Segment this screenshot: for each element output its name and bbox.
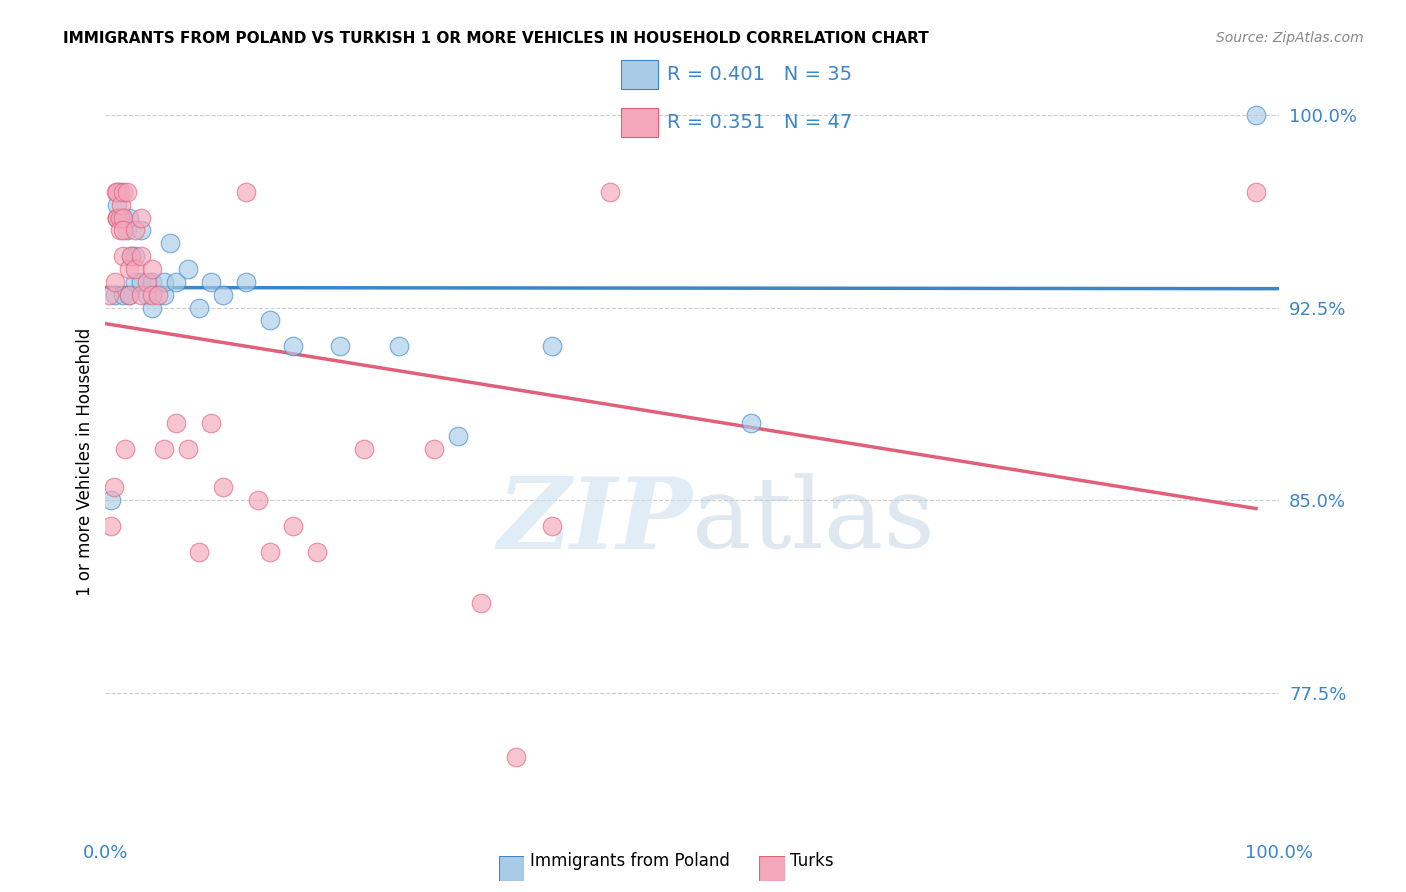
Point xyxy=(108,223,131,237)
Point xyxy=(153,287,176,301)
Point xyxy=(141,275,163,289)
Point xyxy=(540,339,562,353)
Point xyxy=(105,211,128,225)
Point xyxy=(470,596,492,610)
Point xyxy=(176,442,198,456)
Point xyxy=(135,275,157,289)
Point xyxy=(141,301,163,315)
Point xyxy=(118,211,141,225)
Point xyxy=(100,518,122,533)
Point xyxy=(599,185,621,199)
Point xyxy=(124,249,146,263)
Point xyxy=(124,223,146,237)
Point xyxy=(211,480,233,494)
Text: R = 0.401   N = 35: R = 0.401 N = 35 xyxy=(668,65,852,84)
Point xyxy=(259,544,281,558)
Point xyxy=(740,416,762,430)
Point xyxy=(105,211,128,225)
FancyBboxPatch shape xyxy=(621,60,658,88)
Point xyxy=(247,493,270,508)
Point xyxy=(98,287,121,301)
Point xyxy=(104,287,127,301)
Point xyxy=(120,249,142,263)
Point xyxy=(1244,108,1267,122)
Point xyxy=(114,442,136,456)
Point xyxy=(129,287,152,301)
FancyBboxPatch shape xyxy=(499,856,524,881)
Point xyxy=(112,287,135,301)
Point xyxy=(104,275,127,289)
Text: Turks: Turks xyxy=(790,852,834,870)
Text: Source: ZipAtlas.com: Source: ZipAtlas.com xyxy=(1216,31,1364,45)
Point xyxy=(540,518,562,533)
Point xyxy=(141,287,163,301)
Point xyxy=(108,211,131,225)
Point xyxy=(115,223,138,237)
Point xyxy=(283,518,305,533)
Point xyxy=(100,493,122,508)
Text: atlas: atlas xyxy=(693,474,935,569)
Point xyxy=(447,429,470,443)
Point xyxy=(120,249,142,263)
Point xyxy=(329,339,352,353)
Text: R = 0.351   N = 47: R = 0.351 N = 47 xyxy=(668,113,852,132)
Point xyxy=(148,287,170,301)
Point xyxy=(105,211,128,225)
Point xyxy=(235,275,257,289)
Point xyxy=(200,416,222,430)
Point xyxy=(159,236,181,251)
Point xyxy=(141,262,163,277)
Point xyxy=(115,185,138,199)
Point xyxy=(188,301,211,315)
Point xyxy=(112,211,135,225)
Point xyxy=(353,442,375,456)
Point xyxy=(112,249,135,263)
Point xyxy=(110,198,132,212)
Text: ZIP: ZIP xyxy=(498,473,693,569)
Point xyxy=(1244,185,1267,199)
Point xyxy=(129,223,152,237)
Point xyxy=(153,442,176,456)
Point xyxy=(112,211,135,225)
Point xyxy=(235,185,257,199)
Point xyxy=(135,287,157,301)
Point xyxy=(165,416,187,430)
Point xyxy=(118,287,141,301)
Point xyxy=(108,185,131,199)
Point xyxy=(305,544,328,558)
Point xyxy=(118,262,141,277)
Point xyxy=(165,275,187,289)
Y-axis label: 1 or more Vehicles in Household: 1 or more Vehicles in Household xyxy=(76,327,94,596)
Point xyxy=(118,287,141,301)
Point xyxy=(105,185,128,199)
Point xyxy=(105,198,128,212)
FancyBboxPatch shape xyxy=(759,856,785,881)
Point xyxy=(103,480,125,494)
Point xyxy=(423,442,446,456)
Point xyxy=(176,262,198,277)
Text: IMMIGRANTS FROM POLAND VS TURKISH 1 OR MORE VEHICLES IN HOUSEHOLD CORRELATION CH: IMMIGRANTS FROM POLAND VS TURKISH 1 OR M… xyxy=(63,31,929,46)
Point xyxy=(105,185,128,199)
Point xyxy=(129,211,152,225)
Point xyxy=(388,339,411,353)
Point xyxy=(200,275,222,289)
Point xyxy=(283,339,305,353)
Point xyxy=(211,287,233,301)
Point xyxy=(153,275,176,289)
Text: Immigrants from Poland: Immigrants from Poland xyxy=(530,852,730,870)
Point xyxy=(259,313,281,327)
Point xyxy=(129,275,152,289)
Point xyxy=(112,223,135,237)
Point xyxy=(124,262,146,277)
Point xyxy=(112,185,135,199)
Point xyxy=(188,544,211,558)
Point xyxy=(505,750,527,764)
FancyBboxPatch shape xyxy=(621,108,658,137)
Point xyxy=(124,275,146,289)
Point xyxy=(129,249,152,263)
